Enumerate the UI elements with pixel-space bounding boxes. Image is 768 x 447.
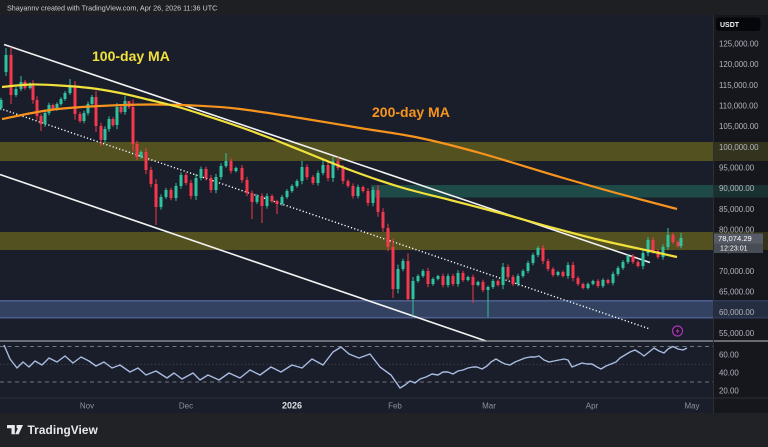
svg-text:12:23:01: 12:23:01 (720, 244, 748, 252)
svg-text:TradingView: TradingView (28, 423, 99, 437)
svg-text:60.00: 60.00 (719, 351, 739, 360)
svg-text:Nov: Nov (80, 402, 94, 411)
svg-text:80,000.00: 80,000.00 (719, 226, 755, 235)
svg-text:110,000.00: 110,000.00 (719, 102, 759, 111)
svg-text:55,000.00: 55,000.00 (719, 329, 755, 338)
svg-text:115,000.00: 115,000.00 (719, 81, 759, 90)
svg-text:70,000.00: 70,000.00 (719, 267, 755, 276)
svg-text:20.00: 20.00 (719, 386, 739, 395)
svg-text:78,074.29: 78,074.29 (718, 234, 752, 243)
svg-text:Mar: Mar (482, 402, 496, 411)
svg-text:Shayannv created with TradingV: Shayannv created with TradingView.com, A… (7, 3, 217, 12)
svg-text:200-day MA: 200-day MA (372, 104, 450, 120)
svg-text:Feb: Feb (388, 402, 402, 411)
svg-text:100,000.00: 100,000.00 (719, 143, 759, 152)
svg-text:120,000.00: 120,000.00 (719, 60, 759, 69)
svg-text:60,000.00: 60,000.00 (719, 308, 755, 317)
svg-text:95,000.00: 95,000.00 (719, 164, 755, 173)
svg-text:90,000.00: 90,000.00 (719, 184, 755, 193)
svg-text:100-day MA: 100-day MA (92, 48, 170, 64)
svg-text:May: May (684, 402, 699, 411)
svg-text:85,000.00: 85,000.00 (719, 205, 755, 214)
svg-text:125,000.00: 125,000.00 (719, 40, 759, 49)
svg-text:40.00: 40.00 (719, 369, 739, 378)
svg-text:2026: 2026 (282, 401, 302, 411)
svg-text:105,000.00: 105,000.00 (719, 122, 759, 131)
svg-text:Dec: Dec (179, 402, 193, 411)
svg-text:65,000.00: 65,000.00 (719, 288, 755, 297)
svg-text:USDT: USDT (720, 22, 740, 29)
svg-text:Apr: Apr (586, 402, 599, 411)
